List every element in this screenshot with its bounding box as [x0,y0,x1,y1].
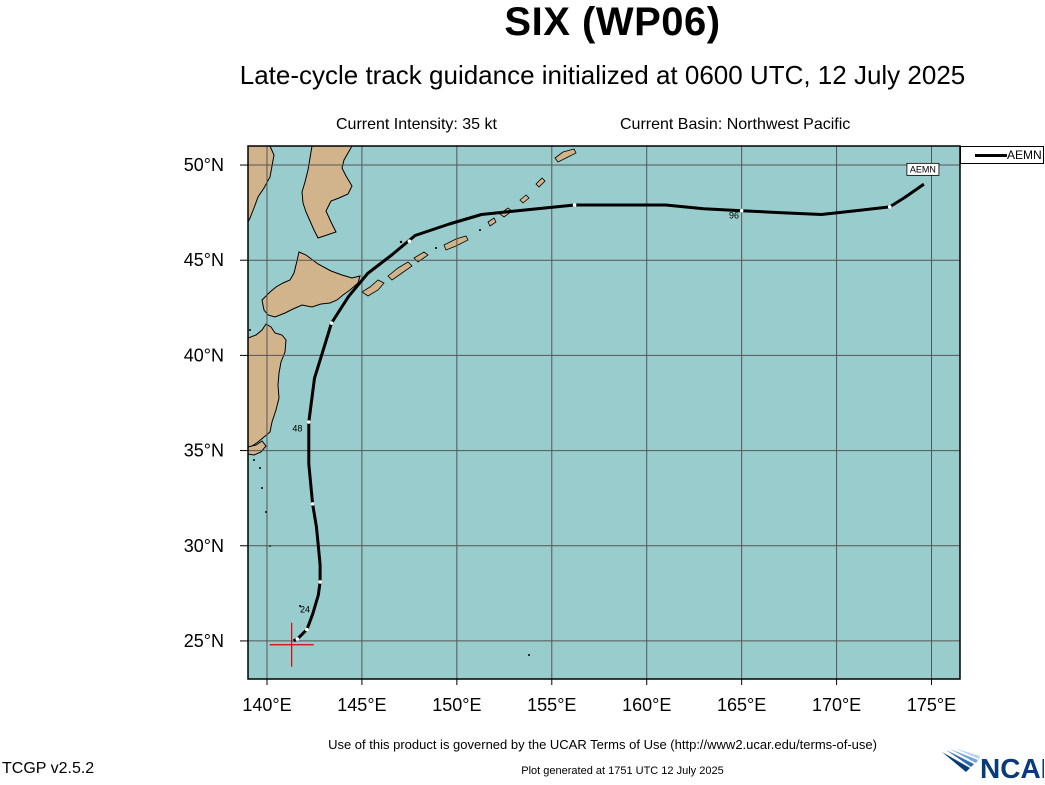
track-hour-label: 48 [292,424,302,434]
lat-tick-label: 50°N [184,155,224,175]
land-kanto [248,440,267,456]
ocean [248,146,960,679]
track-marker [407,239,412,243]
current-position-marker [269,622,314,667]
map-frame [247,145,961,680]
track-marker [310,502,315,506]
lon-tick-label: 175°E [907,695,956,715]
track-marker [572,203,577,207]
track-marker [887,205,892,209]
current-basin: Current Basin: Northwest Pacific [620,116,851,133]
lon-tick-label: 155°E [527,695,576,715]
small-islands [249,229,530,656]
track-marker [305,627,309,632]
track-marker [295,637,300,641]
track-layer: 24 48 96 [292,182,925,643]
track-line-aemn [292,182,925,643]
lat-tick-label: 25°N [184,631,224,651]
version-label: TCGP v2.5.2 [2,760,95,777]
ncar-logo-text: NCAR [980,753,1044,780]
ncar-logo-swoosh [942,748,980,772]
lat-tick-label: 35°N [184,441,224,461]
track-end-label-text: AEMN [910,164,936,174]
page-title: SIX (WP06) [504,0,721,44]
track-hour-label: 24 [300,604,310,614]
track-hour-label: 96 [729,210,739,220]
current-intensity: Current Intensity: 35 kt [336,116,497,133]
track-marker [318,580,322,584]
lat-tick-label: 30°N [184,536,224,556]
lon-tick-label: 145°E [337,695,386,715]
track-end-label-box [906,162,940,176]
track-marker [739,208,744,213]
terms-of-use: Use of this product is governed by the U… [328,737,877,752]
track-marker [329,321,334,325]
lon-tick-label: 150°E [432,695,481,715]
legend: AEMN [960,146,1044,164]
track-marker [306,420,311,424]
lon-tick-label: 140°E [242,695,291,715]
land-hokkaido [261,251,361,318]
legend-label-aemn: AEMN [1007,148,1042,162]
lat-tick-label: 40°N [184,345,224,365]
lon-tick-label: 165°E [717,695,766,715]
plot-generated: Plot generated at 1751 UTC 12 July 2025 [521,765,724,777]
legend-swatch-aemn [975,154,1007,157]
track-end-label: AEMN [906,162,940,176]
page-subtitle: Late-cycle track guidance initialized at… [239,60,966,90]
axis-ticks: 140°E 145°E 150°E 155°E 160°E 165°E 170°E 175°E… [184,155,956,715]
lon-tick-label: 170°E [812,695,861,715]
lat-tick-label: 45°N [184,250,224,270]
ncar-logo: NCAR [940,748,1045,785]
land-sakhalin [301,146,353,239]
lon-tick-label: 160°E [622,695,671,715]
gridlines [248,146,960,679]
